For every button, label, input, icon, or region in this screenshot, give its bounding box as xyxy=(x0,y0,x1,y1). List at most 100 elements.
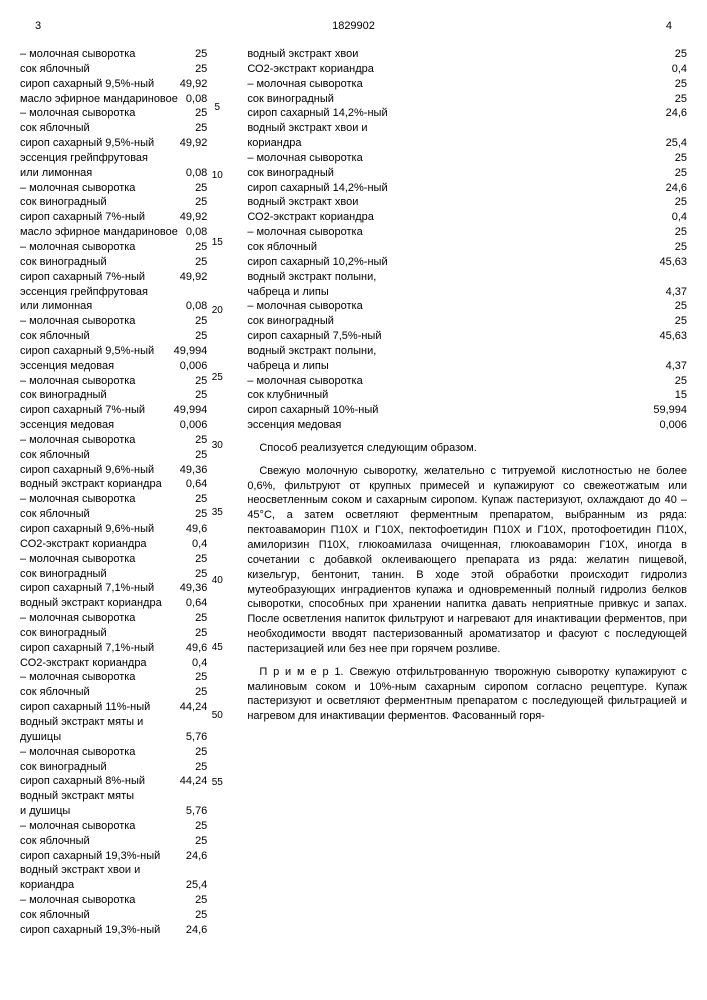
line-number xyxy=(207,182,227,196)
ingredient-value: 25 xyxy=(195,492,207,507)
ingredient-row: сироп сахарный 7%-ный49,92 xyxy=(20,270,207,285)
ingredient-value: 0,006 xyxy=(659,418,687,433)
line-number xyxy=(207,250,227,264)
ingredient-value: 49,92 xyxy=(180,77,208,92)
line-number xyxy=(207,88,227,102)
line-number xyxy=(207,587,227,601)
ingredient-label: СО2-экстракт кориандра xyxy=(20,537,192,552)
page-num-right: 4 xyxy=(666,20,672,32)
ingredient-row: водный экстракт полыни, xyxy=(247,270,687,285)
ingredient-row: сок виноградный25 xyxy=(20,255,207,270)
ingredient-row: сок яблочный25 xyxy=(247,240,687,255)
ingredient-value: 25 xyxy=(195,433,207,448)
ingredient-value: 59,994 xyxy=(653,403,687,418)
ingredient-row: сироп сахарный 9,6%-ный49,36 xyxy=(20,463,207,478)
line-number: 20 xyxy=(207,304,227,318)
body-paragraph: Способ реализуется следующим образом. xyxy=(247,441,687,456)
ingredient-value: 49,92 xyxy=(180,136,208,151)
ingredient-row: сироп сахарный 14,2%-ный24,6 xyxy=(247,106,687,121)
line-number xyxy=(207,155,227,169)
ingredient-row: чабреца и липы4,37 xyxy=(247,359,687,374)
ingredient-label: эссенция грейпфрутовая xyxy=(20,151,207,166)
line-number xyxy=(207,628,227,642)
ingredient-label: – молочная сыворотка xyxy=(20,374,195,389)
ingredient-row: – молочная сыворотка25 xyxy=(20,552,207,567)
ingredient-value: 25 xyxy=(195,314,207,329)
ingredient-value: 45,63 xyxy=(659,255,687,270)
line-number: 10 xyxy=(207,169,227,183)
ingredient-value: 25 xyxy=(195,626,207,641)
line-number xyxy=(207,803,227,817)
ingredient-label: водный экстракт хвои и xyxy=(247,121,687,136)
ingredient-row: СО2-экстракт кориандра0,4 xyxy=(247,62,687,77)
line-number xyxy=(207,385,227,399)
ingredient-row: – молочная сыворотка25 xyxy=(20,374,207,389)
ingredient-value: 0,08 xyxy=(186,225,207,240)
line-number xyxy=(207,344,227,358)
ingredient-row: сок виноградный25 xyxy=(247,92,687,107)
ingredient-row: сок клубничный15 xyxy=(247,388,687,403)
ingredient-row: и душицы5,76 xyxy=(20,804,207,819)
ingredient-row: – молочная сыворотка25 xyxy=(247,77,687,92)
page-header: 3 1829902 4 xyxy=(20,20,687,32)
ingredient-label: кориандра xyxy=(247,136,665,151)
ingredient-label: сок виноградный xyxy=(247,92,674,107)
ingredient-value: 44,24 xyxy=(180,774,208,789)
ingredient-row: сок яблочный25 xyxy=(20,121,207,136)
ingredient-label: сироп сахарный 7%-ный xyxy=(20,403,174,418)
ingredient-label: – молочная сыворотка xyxy=(247,225,674,240)
ingredient-row: сок виноградный25 xyxy=(247,314,687,329)
ingredient-value: 25 xyxy=(195,121,207,136)
ingredient-label: масло эфирное мандариновое xyxy=(20,225,186,240)
ingredient-value: 49,994 xyxy=(174,344,208,359)
line-number xyxy=(207,115,227,129)
line-number xyxy=(207,655,227,669)
ingredient-label: – молочная сыворотка xyxy=(20,314,195,329)
ingredient-label: водный экстракт полыни, xyxy=(247,344,687,359)
ingredient-label: – молочная сыворотка xyxy=(20,492,195,507)
ingredient-row: водный экстракт хвои25 xyxy=(247,47,687,62)
line-number xyxy=(207,263,227,277)
line-number xyxy=(207,74,227,88)
ingredient-label: – молочная сыворотка xyxy=(20,240,195,255)
line-number xyxy=(207,466,227,480)
ingredient-label: сироп сахарный 10,2%-ный xyxy=(247,255,659,270)
ingredient-row: сок виноградный25 xyxy=(247,166,687,181)
line-number xyxy=(207,128,227,142)
ingredient-value: 0,64 xyxy=(186,596,207,611)
ingredient-row: сироп сахарный 9,6%-ный49,6 xyxy=(20,522,207,537)
ingredient-value: 25 xyxy=(195,611,207,626)
line-number xyxy=(207,682,227,696)
line-number xyxy=(207,520,227,534)
ingredient-value: 25 xyxy=(195,329,207,344)
ingredient-row: сироп сахарный 9,5%-ный49,92 xyxy=(20,77,207,92)
ingredient-value: 25 xyxy=(195,670,207,685)
line-number: 45 xyxy=(207,641,227,655)
line-number xyxy=(207,560,227,574)
ingredient-label: водный экстракт кориандра xyxy=(20,477,186,492)
ingredient-value: 15 xyxy=(675,388,687,403)
ingredient-row: сироп сахарный 19,3%-ный24,6 xyxy=(20,849,207,864)
ingredient-row: сок яблочный25 xyxy=(20,329,207,344)
ingredient-value: 25 xyxy=(195,567,207,582)
ingredient-label: сок виноградный xyxy=(20,255,195,270)
ingredient-row: – молочная сыворотка25 xyxy=(247,374,687,389)
ingredient-label: или лимонная xyxy=(20,299,186,314)
ingredient-value: 24,6 xyxy=(666,106,687,121)
ingredient-row: – молочная сыворотка25 xyxy=(20,745,207,760)
ingredient-row: сироп сахарный 10%-ный59,994 xyxy=(247,403,687,418)
line-number xyxy=(207,142,227,156)
ingredient-value: 0,4 xyxy=(672,210,687,225)
ingredient-label: сок яблочный xyxy=(20,329,195,344)
ingredient-row: сок виноградный25 xyxy=(20,626,207,641)
ingredient-row: сироп сахарный 11%-ный44,24 xyxy=(20,700,207,715)
ingredient-label: эссенция медовая xyxy=(20,359,180,374)
ingredient-label: масло эфирное мандариновое xyxy=(20,92,186,107)
ingredient-value: 25 xyxy=(675,374,687,389)
line-number xyxy=(207,722,227,736)
ingredient-row: СО2-экстракт кориандра0,4 xyxy=(20,537,207,552)
line-number xyxy=(207,817,227,831)
ingredient-label: душицы xyxy=(20,730,186,745)
ingredient-label: сок яблочный xyxy=(20,908,195,923)
ingredient-value: 25 xyxy=(195,388,207,403)
